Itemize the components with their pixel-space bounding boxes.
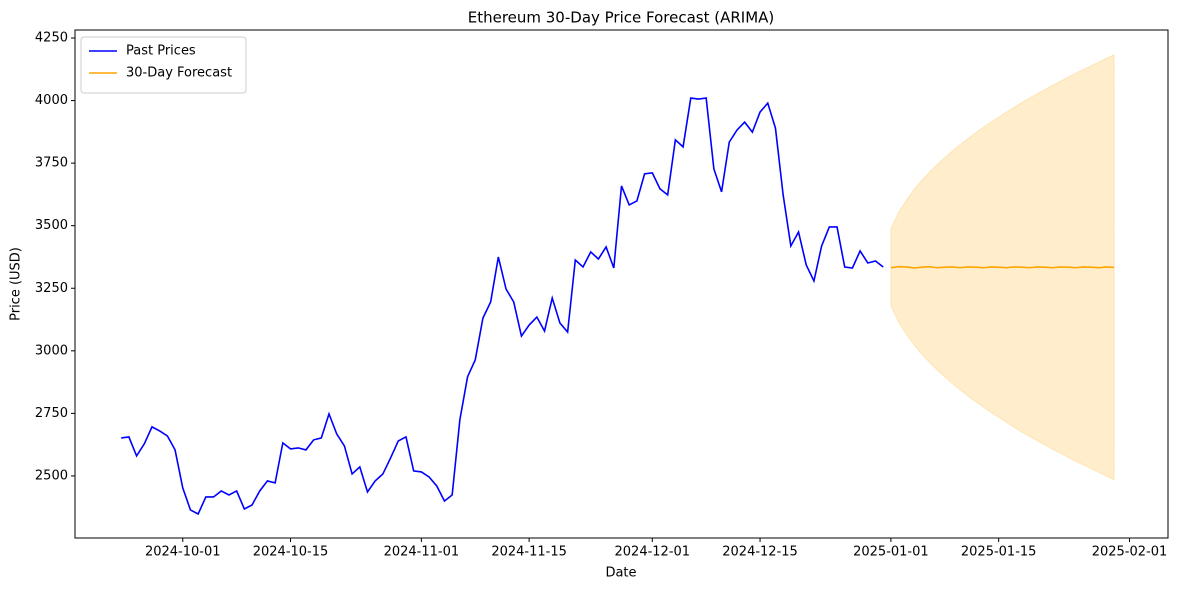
x-tick-label: 2024-10-01: [145, 545, 221, 560]
plot-area: [121, 53, 1115, 516]
y-tick-label: 3250: [35, 281, 68, 296]
line: [121, 97, 884, 516]
y-tick-label: 4250: [35, 31, 68, 46]
x-tick-label: 2025-01-15: [961, 545, 1037, 560]
legend-box: [80, 36, 247, 94]
x-tick-label: 2024-10-15: [253, 545, 329, 560]
y-tick-label: 3000: [35, 343, 68, 358]
x-axis-label: Date: [605, 566, 636, 581]
x-tick-label: 2024-12-01: [615, 545, 691, 560]
y-tick-label: 3500: [35, 218, 68, 233]
y-tick-label: 2500: [35, 468, 68, 483]
y-tick-label: 3750: [35, 156, 68, 171]
x-tick-label: 2024-11-15: [491, 545, 567, 560]
x-tick-label: 2025-01-01: [853, 545, 929, 560]
legend-label: 30-Day Forecast: [126, 66, 232, 81]
line: [890, 265, 1115, 269]
x-tick-label: 2024-11-01: [384, 545, 460, 560]
x-tick-label: 2024-12-15: [722, 545, 798, 560]
y-tick-label: 4000: [35, 93, 68, 108]
y-tick-label: 2750: [35, 406, 68, 421]
chart-title: Ethereum 30-Day Price Forecast (ARIMA): [468, 9, 775, 27]
axes-frame: [74, 29, 1169, 539]
legend-label: Past Prices: [126, 44, 196, 59]
legend: Past Prices 30-Day Forecast: [80, 36, 247, 94]
y-axis-label: Price (USD): [9, 247, 24, 321]
x-tick-label: 2025-02-01: [1092, 545, 1168, 560]
